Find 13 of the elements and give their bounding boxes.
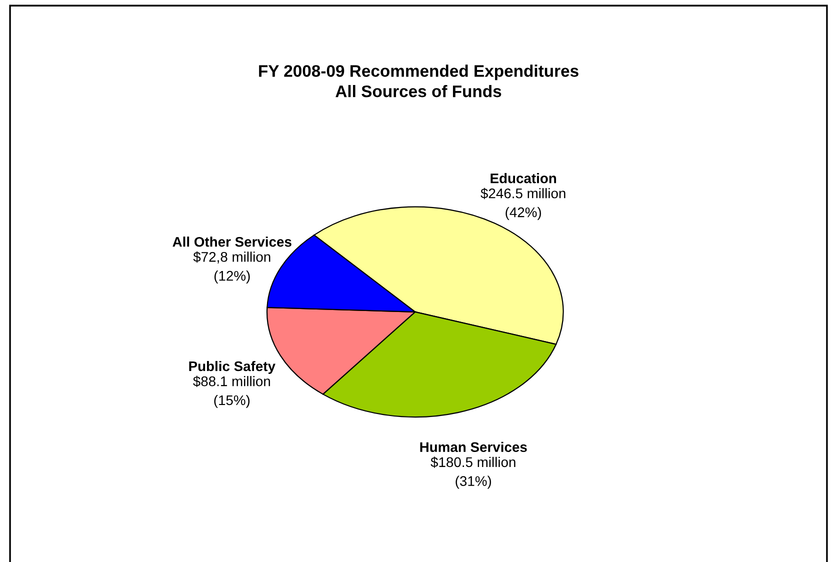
text: (15%) <box>214 394 250 408</box>
chart-title: FY 2008-09 Recommended Expenditures All Sources of Funds <box>259 64 578 98</box>
slice-label: Human Services <box>420 442 527 452</box>
slice-label: Education <box>490 173 556 184</box>
slice-label: All Other Services <box>172 236 292 247</box>
data-label: $246.5 million <box>480 188 566 200</box>
data-label: $180.5 million <box>430 456 516 468</box>
data-label: $72,8 million <box>193 251 270 264</box>
data-label: $88.1 million <box>193 376 270 388</box>
text: (31%) <box>456 476 492 489</box>
text: (12%) <box>214 270 250 284</box>
slice-label: Public Safety <box>189 360 276 374</box>
text: (42%) <box>506 207 541 220</box>
